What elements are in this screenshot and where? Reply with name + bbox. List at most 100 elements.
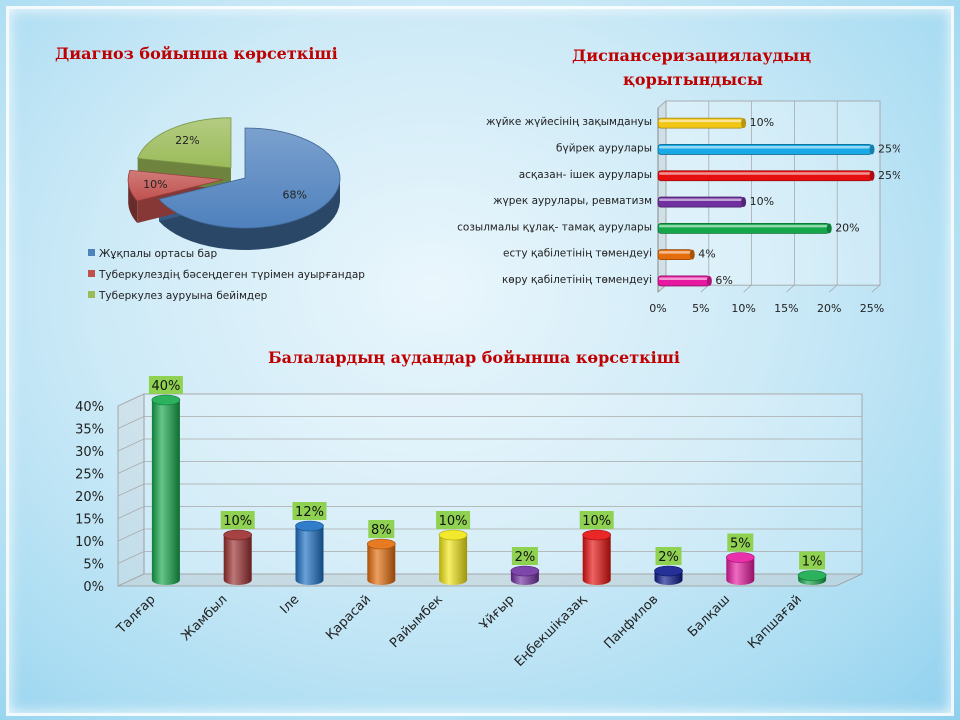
hbar-bar-highlight	[659, 145, 871, 149]
district-gridline-side	[117, 416, 145, 429]
district-data-label: 12%	[295, 505, 324, 520]
district-data-label-bg	[368, 520, 395, 538]
district-chart-title: Балалардың аудандар бойынша көрсеткіші	[268, 348, 681, 367]
hbar-bar-highlight	[659, 251, 692, 254]
pie-legend-swatch	[88, 270, 95, 277]
district-tick-label: 25%	[75, 468, 104, 483]
hbar-bar-highlight	[659, 172, 871, 175]
district-data-label: 2%	[515, 550, 536, 565]
district-gridline-side	[117, 528, 145, 542]
hbar-tick-label: 25%	[860, 302, 884, 315]
hbar-bar-cap	[706, 275, 712, 286]
hbar-chart: 0% 5% 10% 15% 20% 25% жүйке жүйесінің зақымдан…	[457, 100, 900, 315]
pie-data-label: 10%	[143, 178, 167, 191]
district-data-label: 8%	[371, 523, 392, 538]
hbar-data-label: 25%	[878, 142, 900, 155]
hbar-tick-label: 5%	[692, 302, 709, 315]
pie-legend-swatch	[88, 249, 95, 256]
hbar-chart-title-line1: Диспансеризациялаудың	[572, 46, 812, 65]
hbar-bar-cap	[869, 144, 875, 155]
district-data-label-bg	[799, 551, 826, 570]
hbar-data-label: 20%	[835, 221, 859, 234]
district-category-label: Райымбек	[387, 592, 446, 651]
pie-chart: 68% 10% 22% Жұқпалы ортасы бар Туберкулездің…	[88, 117, 365, 302]
district-tick-label: 20%	[75, 490, 104, 505]
district-bar	[510, 565, 540, 585]
district-category-label: Ұйғыр	[476, 592, 517, 633]
hbar-bar-highlight	[659, 119, 743, 123]
district-category-label: Іле	[277, 592, 302, 617]
hbar-category-label: бүйрек аурулары	[556, 142, 652, 154]
hbar-bar-cap	[826, 223, 832, 234]
district-data-label: 2%	[658, 550, 679, 565]
district-data-label-bg	[579, 511, 614, 529]
hbar-chart-title-line2: қорытындысы	[623, 70, 763, 89]
pie-data-label: 22%	[175, 134, 199, 147]
district-data-label-bg	[727, 533, 754, 552]
hbar-bar-cap	[741, 197, 747, 208]
pie-slice	[127, 169, 224, 202]
district-tick-label: 30%	[75, 445, 104, 460]
hbar-bar-highlight	[659, 224, 829, 228]
district-data-label-bg	[436, 511, 471, 529]
district-data-label-bg	[148, 376, 183, 394]
hbar-category-label: созылмалы құлақ- тамақ аурулары	[457, 221, 652, 233]
district-category-label: Жамбыл	[179, 592, 231, 644]
hbar-data-label: 4%	[698, 248, 715, 261]
district-bar	[438, 529, 468, 585]
hbar-gridline-floor	[871, 284, 881, 293]
hbar-data-label: 10%	[750, 116, 774, 129]
district-gridline-side	[117, 438, 145, 452]
district-tick-label: 5%	[83, 558, 104, 573]
pie-chart-title: Диагноз бойынша көрсеткіші	[55, 44, 338, 63]
district-bar	[582, 529, 612, 585]
hbar-category-label: жүрек аурулары, ревматизм	[493, 195, 652, 207]
district-bar	[295, 520, 324, 585]
hbar-bar-cap	[741, 118, 747, 129]
hbar-tick-label: 10%	[731, 302, 755, 315]
district-bar	[725, 552, 755, 585]
district-bar	[223, 529, 252, 585]
district-category-label: Панфилов	[601, 592, 661, 652]
district-gridline-side	[117, 483, 145, 497]
district-bar	[797, 570, 827, 585]
district-gridline-side	[117, 461, 145, 474]
district-tick-label: 40%	[75, 400, 104, 415]
district-data-label-bg	[655, 547, 682, 565]
pie-legend-label: Жұқпалы ортасы бар	[99, 248, 217, 260]
district-data-label: 1%	[802, 555, 823, 570]
hbar-tick-label: 0%	[649, 302, 666, 315]
hbar-data-label: 6%	[715, 274, 732, 287]
district-bar	[654, 565, 683, 585]
pie-data-label: 68%	[283, 189, 307, 202]
district-data-label-bg	[292, 502, 327, 520]
district-data-label: 40%	[151, 379, 180, 394]
hbar-bar-highlight	[659, 198, 743, 202]
district-category-label: Талғар	[113, 592, 158, 637]
pie-slice	[158, 127, 341, 229]
pie-slice	[137, 117, 232, 169]
pie-legend-swatch	[88, 291, 95, 298]
hbar-category-label: есту қабілетінің төмендеуі	[503, 248, 652, 260]
hbar-gridline-floor	[743, 284, 752, 293]
district-tick-label: 35%	[75, 423, 104, 438]
district-data-label: 10%	[439, 514, 468, 529]
district-category-label: Қапшағай	[745, 592, 805, 652]
district-gridline-side	[117, 551, 145, 564]
district-data-label: 5%	[730, 537, 751, 552]
district-data-label-bg	[220, 511, 255, 529]
district-bar	[366, 538, 396, 585]
hbar-bar-cap	[869, 170, 875, 181]
hbar-tick-label: 15%	[774, 302, 798, 315]
district-tick-label: 0%	[83, 580, 104, 595]
hbar-category-label: көру қабілетінің төмендеуі	[502, 274, 652, 286]
district-category-label: Еңбекшіқазақ	[512, 592, 590, 670]
hbar-data-label: 10%	[750, 195, 774, 208]
district-bar-chart: 0% 5% 10% 15% 20% 25% 30% 35% 40% 40% Талғар 10% Жам…	[75, 376, 863, 670]
district-category-label: Қарасай	[323, 592, 374, 643]
hbar-plot-floor	[657, 100, 667, 293]
slide-frame	[6, 6, 954, 716]
district-data-label-bg	[511, 547, 538, 565]
hbar-gridline-floor	[700, 284, 710, 293]
